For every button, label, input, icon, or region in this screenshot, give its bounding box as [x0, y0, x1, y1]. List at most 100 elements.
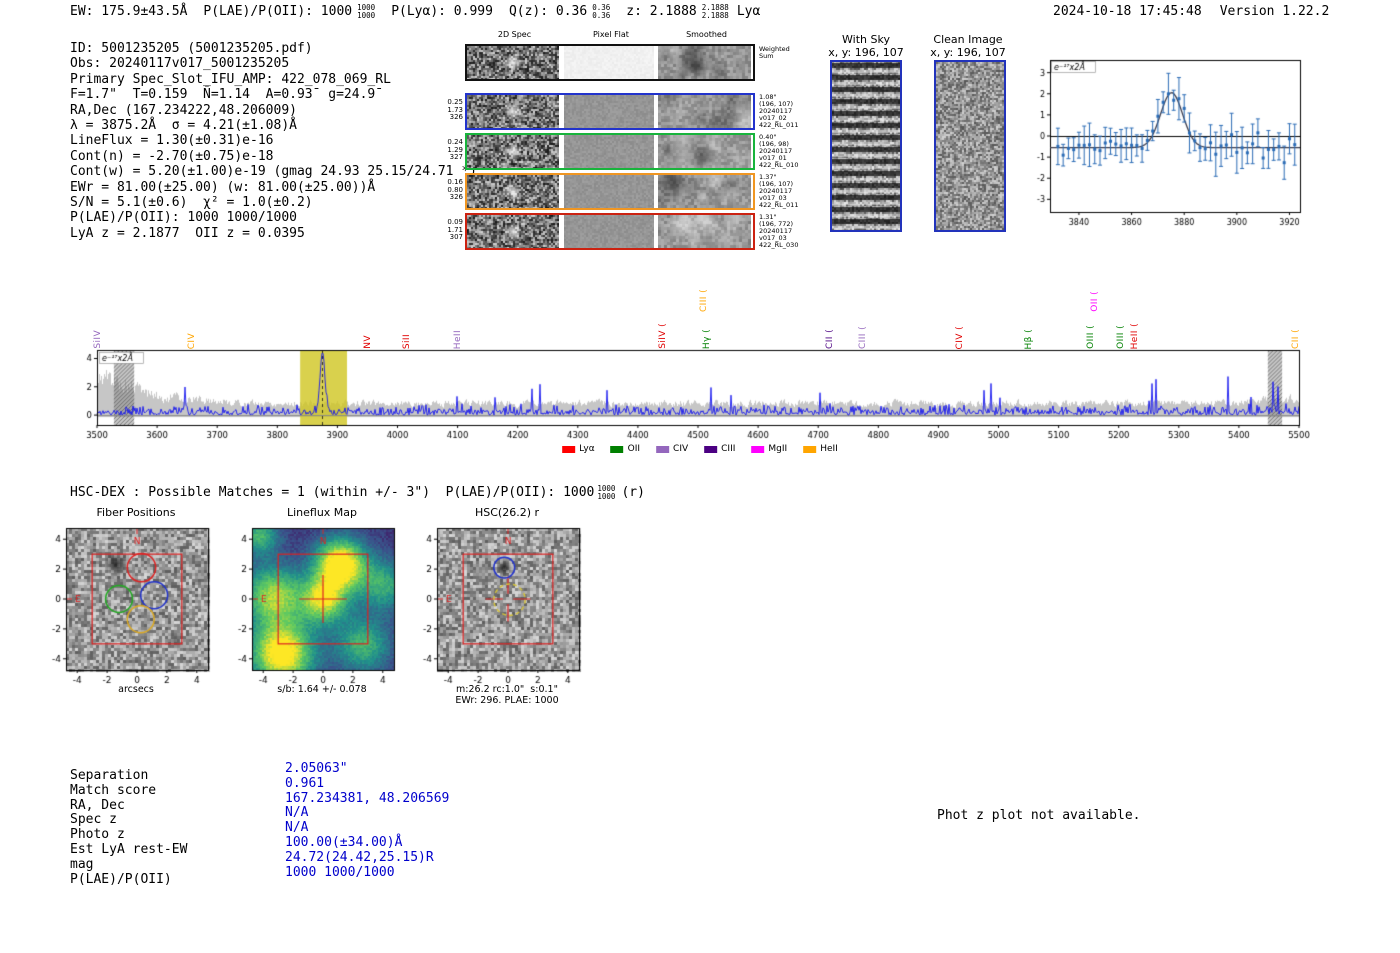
row-label: P(LAE)/P(OII)	[70, 871, 172, 887]
emission-line-marker: HeII (	[1129, 322, 1140, 349]
emission-line-marker: CII (	[1290, 329, 1301, 349]
info-line-plae: P(LAE)/P(OII): 1000 1000/1000	[70, 210, 297, 226]
cutout-xlabel: s/b: 1.64 +/- 0.078	[277, 684, 367, 695]
legend-swatch	[704, 445, 718, 453]
full-spectrum-plot	[60, 340, 1310, 452]
spec2d-panel: 2D Spec Pixel Flat Smoothed Weighted Sum …	[445, 30, 801, 254]
row-label: Separation	[70, 768, 149, 783]
label-line: 20240117	[759, 147, 793, 155]
hsc-plae-low: 1000	[597, 491, 616, 501]
with-sky-image	[832, 62, 900, 230]
hsc-match-text: HSC-DEX : Possible Matches = 1 (within +…	[70, 485, 595, 500]
spec2d-row	[465, 213, 755, 250]
detection-info-block: ID: 5001235205 (5001235205.pdf) Obs: 202…	[70, 41, 477, 241]
with-sky-frame	[830, 60, 902, 232]
metric: 307	[449, 233, 463, 241]
info-line-contw: Cont(w) = 5.20(±1.00)e-19 (gmag 24.93 25…	[70, 164, 477, 180]
cutout-xlabel: arcsecs	[118, 684, 154, 695]
weighted-sum-label: Weighted Sum	[759, 46, 801, 60]
label-line: Sum	[759, 52, 774, 60]
legend-item: CIV	[656, 444, 688, 454]
info-line-id: ID: 5001235205 (5001235205.pdf)	[70, 41, 313, 56]
legend-item: HeII	[803, 444, 838, 454]
report-meta: 2024-10-18 17:45:48 Version 1.22.2	[1053, 4, 1329, 19]
spec2d-row-metrics: 0.16 0.80 326	[445, 178, 463, 202]
qz-range: 0.36 0.36	[592, 4, 610, 19]
match-table: Separation 2.05063" Match score 0.961 RA, …	[70, 761, 449, 887]
hsc-filter: (r)	[621, 485, 645, 500]
spec2d-row-info: 1.31" (196, 772) 20240117 v017_03 422_RL_030	[759, 214, 801, 249]
legend-label: CIII	[721, 444, 736, 454]
label-line: 422_RL_030	[759, 241, 799, 249]
row-value: 2.05063"	[285, 761, 348, 776]
report-version: Version 1.22.2	[1219, 4, 1330, 19]
clean-image-title: Clean Image x, y: 196, 107	[913, 33, 1023, 59]
lineflux-map-panel: Lineflux Map s/b: 1.64 +/- 0.078	[222, 506, 422, 695]
qz-summary: Q(z): 0.36	[508, 4, 588, 19]
row-label: RA, Dec	[70, 797, 125, 813]
metric: 1.29	[447, 145, 463, 154]
spec2d-weighted-row	[465, 44, 755, 81]
qz-low: 0.36	[592, 10, 611, 20]
pixelflat-image	[564, 135, 654, 168]
panel-subtitle: x, y: 196, 107	[828, 45, 904, 59]
label-line: 20240117	[759, 107, 793, 115]
summary-header: EW: 175.9±43.5Å P(LAE)/P(OII): 1000 1000…	[70, 4, 776, 19]
legend-label: CIV	[673, 444, 689, 454]
hsc-cutout-plot	[407, 522, 607, 684]
z-high: 2.1888	[701, 3, 729, 12]
smoothed-image	[658, 135, 751, 168]
row-label: Photo z	[70, 827, 125, 843]
cutout-xlabel2: EWr: 296. PLAE: 1000	[455, 695, 559, 706]
label-line: v017_02	[759, 114, 787, 122]
ew-summary: EW: 175.9±43.5Å	[70, 4, 188, 19]
legend-label: OII	[627, 444, 641, 454]
legend-label: HeII	[820, 444, 838, 454]
line-fit-plot	[1005, 48, 1305, 233]
spec2d-row-metrics: 0.09 1.71 307	[445, 218, 463, 242]
spectrum-legend: Lyα OII CIV CIII MgII HeII	[562, 444, 838, 454]
emission-line-marker: HeII	[453, 329, 464, 349]
row-label: mag	[70, 856, 94, 872]
z-summary: z: 2.1888	[626, 4, 697, 19]
legend-item: Lyα	[562, 444, 595, 454]
2dspec-image	[467, 135, 559, 168]
col-header-smoothed: Smoothed	[686, 30, 727, 39]
spec2d-row-metrics: 0.24 1.29 327	[445, 138, 463, 162]
info-line-contn: Cont(n) = -2.70(±0.75)e-18	[70, 148, 274, 164]
hsc-plae-range: 1000 1000	[597, 485, 615, 500]
legend-swatch	[751, 445, 765, 453]
hsc-plae-high: 1000	[597, 484, 616, 493]
emission-line-marker: CIV (	[955, 325, 966, 349]
z-line-type: Lyα	[736, 4, 761, 19]
metric: 1.71	[447, 225, 463, 234]
weighted-smoothed-image	[658, 46, 751, 79]
label-line: 422_RL_010	[759, 161, 799, 169]
label-line: 20240117	[759, 187, 793, 195]
emission-line-marker: OII (	[1089, 291, 1100, 312]
emission-line-marker: OIII (	[1115, 325, 1126, 349]
label-line: 1.08"	[759, 93, 777, 101]
row-value: 1000 1000/1000	[285, 864, 395, 880]
emission-line-marker: CIII (	[857, 325, 868, 349]
spec2d-row-metrics: 0.25 1.73 326	[445, 98, 463, 122]
table-row: mag 24.72(24.42,25.15)R	[70, 850, 449, 872]
legend-swatch	[562, 445, 576, 453]
label-line: (196, 772)	[759, 220, 794, 228]
legend-item: MgII	[751, 444, 787, 454]
2dspec-image	[467, 95, 559, 128]
legend-label: Lyα	[579, 444, 595, 454]
hsc-match-summary: HSC-DEX : Possible Matches = 1 (within +…	[70, 485, 645, 500]
2dspec-image	[467, 175, 559, 208]
row-value: N/A	[285, 820, 309, 836]
cutout-xlabel: m:26.2 rc:1.0" s:0.1"	[456, 684, 558, 695]
legend-swatch	[803, 445, 817, 453]
info-line-redshifts: LyA z = 2.1877 OII z = 0.0395	[70, 225, 305, 241]
row-label: Spec z	[70, 812, 117, 828]
info-line-sn: S/N = 5.1(±0.6) χ² = 1.0(±0.2)	[70, 195, 313, 211]
weighted-2dspec-image	[467, 46, 559, 79]
spec2d-row-info: 1.37" (196, 107) 20240117 v017_03 422_RL_011	[759, 174, 801, 209]
table-row: Est LyA rest-EW 100.00(±34.00)Å	[70, 835, 449, 857]
label-line: v017_01	[759, 154, 787, 162]
